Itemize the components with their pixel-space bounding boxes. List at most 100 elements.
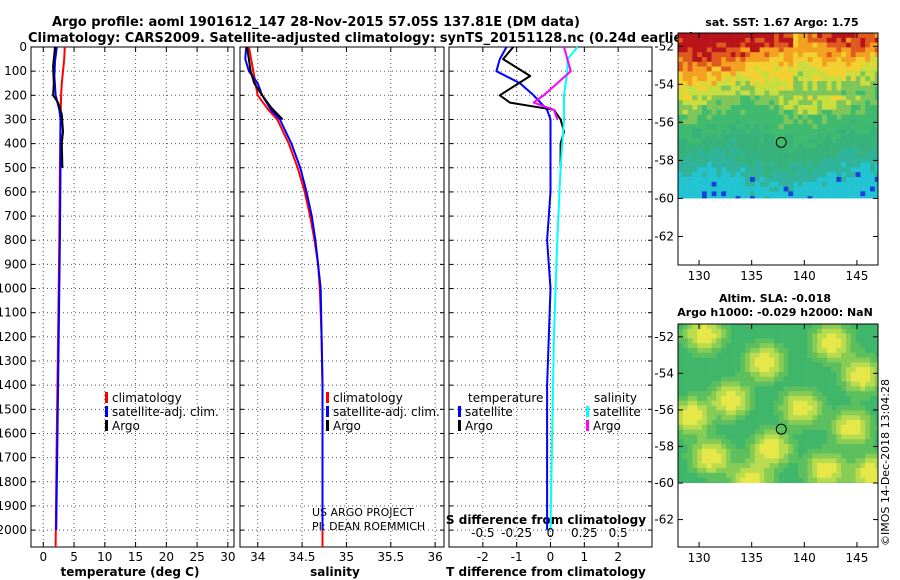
sst-cell [846, 148, 852, 154]
sla-cell [817, 477, 823, 483]
sst-cell [678, 76, 684, 82]
sst-cell [817, 37, 823, 43]
sst-cell [730, 129, 736, 135]
sla-cell [692, 343, 698, 349]
sst-cell [807, 61, 813, 67]
sla-cell [798, 453, 804, 459]
sla-cell [850, 367, 856, 373]
sla-cell [740, 376, 746, 382]
sst-cell [855, 61, 861, 67]
sla-cell [711, 362, 717, 368]
sla-cell [726, 424, 732, 430]
sla-cell [778, 453, 784, 459]
sla-cell [735, 396, 741, 402]
sla-cell [750, 482, 756, 484]
sla-cell [783, 372, 789, 378]
sst-cell [798, 191, 804, 197]
sla-cell [716, 463, 722, 469]
sla-cell [836, 482, 842, 484]
sst-cell [831, 143, 837, 149]
sst-cell [726, 196, 732, 199]
sst-cell [745, 196, 751, 199]
sla-cell [831, 415, 837, 421]
sst-cell [841, 109, 847, 115]
sla-cell [783, 386, 789, 392]
sst-cell [865, 177, 871, 183]
sla-cell [750, 458, 756, 464]
sla-cell [850, 477, 856, 483]
sst-cell [754, 143, 760, 149]
sst-cell [769, 191, 775, 197]
sst-cell [812, 191, 818, 197]
sla-cell [817, 439, 823, 445]
sst-cell [778, 61, 784, 67]
sla-cell [817, 415, 823, 421]
sst-cell [726, 186, 732, 192]
sst-cell [865, 85, 871, 91]
sst-cell [831, 114, 837, 120]
sla-cell [788, 400, 794, 406]
sst-cell [802, 148, 808, 154]
sst-cell [812, 81, 818, 87]
sla-cell [826, 376, 832, 382]
sst-cell [678, 196, 684, 199]
sla-cell [836, 324, 842, 330]
sla-cell [754, 420, 760, 426]
sst-cell [783, 119, 789, 125]
sst-cell [874, 52, 878, 58]
sla-cell [855, 400, 861, 406]
sla-cell [860, 328, 866, 334]
sst-cell [730, 81, 736, 87]
sst-cell [745, 95, 751, 101]
sst-cell [822, 119, 828, 125]
sst-cell [822, 162, 828, 168]
sst-cell [764, 47, 770, 53]
sst-cell [807, 191, 813, 197]
sla-cell [778, 468, 784, 474]
sst-cell [807, 33, 813, 39]
sst-cell [855, 37, 861, 43]
sst-cell [716, 95, 722, 101]
sla-cell [812, 439, 818, 445]
sst-cell [812, 181, 818, 187]
sla-cell [702, 386, 708, 392]
sst-cell [870, 129, 876, 135]
sla-cell [764, 415, 770, 421]
sla-cell [754, 482, 760, 484]
sla-cell [870, 482, 876, 484]
sst-cell [778, 148, 784, 154]
sst-cell [812, 114, 818, 120]
sla-cell [716, 482, 722, 484]
sst-cell [841, 61, 847, 67]
sla-cell [812, 415, 818, 421]
sla-cell [730, 372, 736, 378]
sst-cell [750, 133, 756, 139]
y-tick-label: 1200 [0, 330, 27, 344]
sla-cell [735, 372, 741, 378]
sla-cell [678, 448, 684, 454]
sst-cell [874, 138, 878, 144]
sst-cell [726, 177, 732, 183]
sst-cell [788, 81, 794, 87]
sla-cell [721, 386, 727, 392]
sst-cell [759, 157, 765, 163]
sst-cell [730, 100, 736, 106]
sla-cell [759, 343, 765, 349]
sst-cell [817, 186, 823, 192]
sla-cell [860, 376, 866, 382]
legend-sal-satellite-swatch [586, 406, 589, 417]
sst-cell [826, 196, 832, 199]
sla-cell [783, 333, 789, 339]
sst-cell [841, 105, 847, 111]
sla-cell [855, 434, 861, 440]
x-tick-label: 34.5 [289, 550, 316, 564]
sla-cell [783, 415, 789, 421]
x-tick-label: 35 [339, 550, 354, 564]
sla-cell [726, 324, 732, 330]
sla-cell [870, 463, 876, 469]
sla-cell [754, 410, 760, 416]
sst-cell [865, 61, 871, 67]
profile-panels: 0 5 10 15 20 25 300100200300400500600700800900… [0, 40, 653, 564]
sla-cell [754, 434, 760, 440]
sla-cell [812, 405, 818, 411]
